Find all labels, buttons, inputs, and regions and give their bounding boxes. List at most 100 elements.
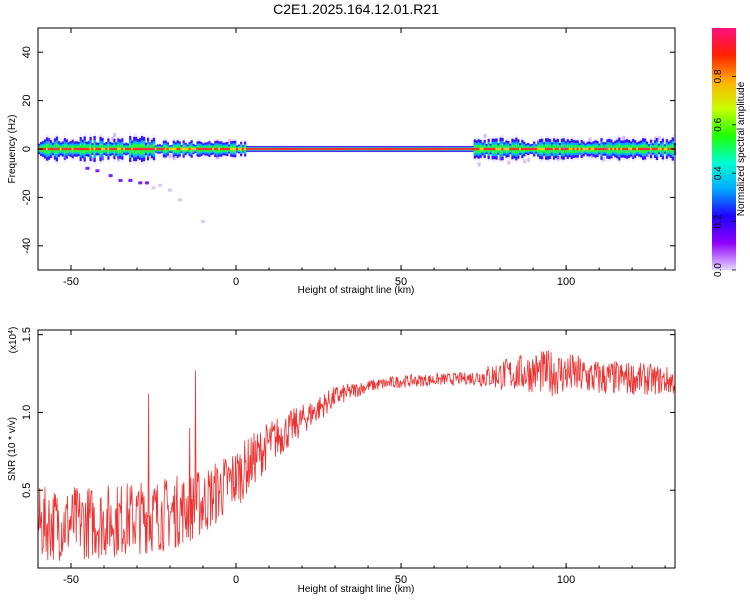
spectrogram-ridge-cell	[69, 147, 72, 151]
spectrogram-ridge-cell	[493, 147, 496, 151]
spectrogram-ridge-cell	[83, 147, 86, 151]
colorbar-tick-label: 0.2	[713, 214, 724, 228]
spectrogram-ridge-cell	[521, 147, 524, 151]
spectrogram-ridge-cell	[138, 147, 142, 151]
spectrogram-outlier	[602, 157, 606, 162]
spectrogram-ridge-cell	[390, 147, 393, 151]
spectrogram-outlier	[148, 142, 152, 147]
spectrogram-ridge-cell	[491, 147, 494, 151]
spectrogram-ridge-cell	[416, 147, 419, 151]
spectrogram-ridge-cell	[509, 147, 512, 151]
spectrogram-ridge-cell	[400, 147, 403, 151]
spectrogram-ridge-cell	[432, 147, 435, 151]
spectrogram-ridge-cell	[568, 147, 572, 151]
spectrogram-ridge-cell	[420, 147, 423, 151]
spectrogram-ridge-cell	[414, 147, 417, 151]
spectrogram-ridge-cell	[640, 147, 643, 151]
spectrogram-ridge-cell	[368, 147, 371, 151]
spectrogram-ridge-cell	[342, 147, 346, 151]
spectrogram-ridge-cell	[653, 147, 657, 151]
spectrogram-ridge-cell	[517, 147, 520, 151]
spectrogram-ridge-cell	[661, 147, 665, 151]
spectrogram-ridge-cell	[418, 147, 421, 151]
spectrogram-ridge-cell	[200, 147, 203, 151]
spectrogram-ridge-cell	[445, 147, 449, 151]
spectrogram-ridge-cell	[572, 147, 575, 151]
spectrogram-ridge-cell	[327, 147, 330, 151]
spectrogram-ridge-cell	[630, 147, 633, 151]
spectrogram-ridge-cell	[622, 147, 625, 151]
spectrogram-ridge-cell	[123, 147, 126, 151]
spectrogram-outlier	[622, 135, 626, 140]
spectrogram-ridge-cell	[570, 147, 573, 151]
spectrogram-ridge-cell	[275, 147, 278, 151]
spectrogram-ridge-cell	[440, 147, 443, 151]
spectrogram-ridge-cell	[529, 147, 532, 151]
spectrogram-ridge-cell	[202, 147, 205, 151]
spectrogram-ridge-cell	[352, 147, 356, 151]
spectrogram-ridge-cell	[461, 147, 465, 151]
spectrogram-ridge-cell	[531, 147, 534, 151]
spectrogram-ridge-cell	[586, 147, 589, 151]
spectrogram-ridge-cell	[410, 147, 413, 151]
spectrogram-ridge-cell	[402, 147, 405, 151]
spectrogram-outlier	[562, 144, 566, 149]
spectrogram-ridge-cell	[283, 147, 286, 151]
spectrogram-ridge-cell	[263, 147, 267, 151]
spectrogram-ridge-cell	[119, 147, 122, 151]
spectrogram-ridge-cell	[659, 147, 663, 151]
spectrogram-ridge-cell	[245, 147, 249, 151]
spectrogram-ridge-cell	[241, 147, 245, 151]
spectrogram-outlier	[138, 153, 142, 158]
spectrogram-ridge-cell	[384, 147, 387, 151]
spectrogram-ridge-cell	[641, 147, 645, 151]
spectrogram-ridge-cell	[350, 147, 354, 151]
spectrogram-ridge-cell	[265, 147, 269, 151]
spectrogram-ridge-cell	[388, 147, 391, 151]
spectrogram-ridge-cell	[226, 147, 229, 151]
spectrogram-ridge-cell	[186, 147, 189, 151]
spectrogram-ridge-cell	[97, 147, 100, 151]
spectrogram-ridge-cell	[279, 147, 282, 151]
spectrogram-ridge-cell	[232, 147, 235, 151]
spectrogram-ridge-cell	[485, 147, 488, 151]
spectrogram-outlier	[537, 139, 541, 144]
spectrogram-ridge-cell	[344, 147, 348, 151]
spectrogram-ridge-cell	[170, 147, 173, 151]
spectrogram-ridge-cell	[81, 147, 84, 151]
spectrogram-ridge-cell	[487, 147, 490, 151]
spectrogram-ridge-cell	[337, 147, 340, 151]
spectrogram-ridge-cell	[53, 147, 57, 151]
spectrogram-ridge-cell	[525, 147, 528, 151]
spectrogram-ridge-cell	[626, 147, 629, 151]
spectrogram-outlier	[527, 158, 531, 163]
spectrogram-ridge-cell	[125, 147, 128, 151]
spectrogram-ticks: -50 0 50 100 40 20 0 -20 -40	[21, 28, 675, 288]
spectrogram-ridge-cell	[259, 147, 263, 151]
spectrogram-ridge-cell	[574, 147, 577, 151]
spectrogram-ridge-cell	[548, 147, 552, 151]
spectrogram-ridge-cell	[333, 147, 336, 151]
spectrogram-ridge-cell	[394, 147, 397, 151]
spectrogram-ridge-cell	[303, 147, 306, 151]
spectrogram-ridge-cell	[483, 147, 486, 151]
spectrogram-ridge-cell	[65, 147, 69, 151]
spectrogram-ridge-cell	[160, 147, 164, 151]
spectrogram-ridge-cell	[501, 147, 504, 151]
snr-plot-area	[38, 330, 675, 568]
spectrogram-ridge-cell	[224, 147, 227, 151]
chart-title: C2E1.2025.164.12.01.R21	[273, 1, 439, 17]
spectrogram-outlier	[168, 154, 172, 159]
spectrogram-ridge-cell	[277, 147, 280, 151]
spectrogram-ridge-cell	[323, 147, 326, 151]
spectrogram-y-tick-label: 20	[21, 94, 33, 106]
spectrogram-ridge-cell	[299, 147, 302, 151]
spectrogram-ridge-cell	[667, 147, 671, 151]
spectrogram-ridge-cell	[109, 147, 112, 151]
spectrogram-ridge-cell	[392, 147, 395, 151]
spectrogram-ridge-cell	[556, 147, 560, 151]
spectrogram-ridge-cell	[372, 147, 375, 151]
spectrogram-ridge-cell	[590, 147, 593, 151]
spectrogram-x-tick-label: 0	[233, 276, 239, 288]
